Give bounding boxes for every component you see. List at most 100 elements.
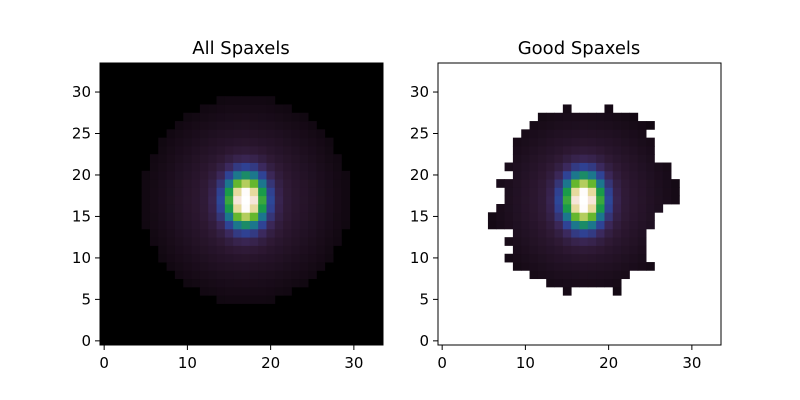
heatmap-cell: [504, 204, 514, 213]
panel-all-spaxels: All Spaxels 0 10 20 30 0 5 10 15 20 25 30: [72, 38, 384, 372]
heatmap-cell: [224, 237, 234, 246]
heatmap-cell: [266, 262, 276, 271]
heatmap-cell: [283, 145, 292, 155]
heatmap-cell: [291, 195, 301, 205]
heatmap-cell: [183, 121, 192, 130]
heatmap-cell: [537, 212, 547, 221]
heatmap-cell: [283, 228, 292, 238]
heatmap-cell: [646, 179, 655, 188]
heatmap-cell: [174, 212, 184, 221]
heatmap-cell: [596, 162, 605, 172]
heatmap-cell: [266, 129, 276, 139]
heatmap-cell: [258, 228, 267, 238]
heatmap-cell: [621, 220, 630, 230]
heatmap-cell: [224, 245, 234, 255]
heatmap-cell: [283, 237, 292, 246]
heatmap-cell: [166, 129, 176, 139]
axis-ticks: 0 10 20 30 0 5 10 15 20 25 30: [410, 83, 702, 372]
heatmap-cell: [546, 154, 555, 163]
heatmap-cell: [241, 253, 251, 263]
heatmap-cell: [629, 162, 639, 172]
heatmap-cell: [579, 112, 589, 122]
heatmap-cell: [216, 129, 226, 139]
heatmap-cell: [579, 137, 589, 147]
heatmap-cell: [504, 195, 514, 205]
heatmap-cell: [158, 195, 167, 205]
heatmap-cell: [249, 295, 259, 304]
heatmap-cell: [283, 154, 292, 163]
heatmap-cell: [571, 162, 580, 172]
heatmap-cell: [496, 204, 505, 213]
heatmap-cell: [299, 204, 309, 213]
heatmap-cell: [216, 112, 226, 122]
heatmap-cell: [291, 137, 301, 147]
heatmap-cell: [266, 179, 276, 188]
heatmap-cell: [529, 270, 539, 280]
heatmap-cell: [208, 129, 217, 139]
heatmap-cell: [646, 220, 655, 230]
heatmap-cell: [283, 179, 292, 188]
heatmap-cell: [629, 237, 639, 246]
heatmap-cell: [529, 137, 539, 147]
heatmap-cell: [316, 228, 326, 238]
heatmap-cell: [316, 262, 326, 271]
heatmap-cell: [291, 162, 301, 172]
heatmap-cell: [291, 237, 301, 246]
heatmap-cell: [241, 195, 251, 205]
heatmap-cell: [571, 179, 580, 188]
heatmap-cell: [512, 162, 522, 172]
heatmap-cell: [291, 121, 301, 130]
heatmap-cell: [291, 212, 301, 221]
heatmap-cell: [537, 237, 547, 246]
heatmap-cell: [216, 286, 226, 296]
heatmap-cell: [174, 228, 184, 238]
heatmap-cell: [233, 129, 242, 139]
heatmap-cell: [216, 253, 226, 263]
heatmap-cell: [158, 145, 167, 155]
heatmap-cell: [283, 270, 292, 280]
heatmap-cell: [283, 187, 292, 197]
heatmap-cell: [521, 212, 530, 221]
heatmap-cell: [324, 212, 334, 221]
heatmap-cell: [604, 195, 614, 205]
heatmap-cell: [224, 286, 234, 296]
heatmap-cell: [208, 228, 217, 238]
heatmap-cell: [249, 129, 259, 139]
heatmap-cell: [521, 262, 530, 271]
heatmap-cell: [587, 195, 597, 205]
heatmap-cell: [191, 220, 201, 230]
heatmap-cell: [579, 245, 589, 255]
heatmap-cell: [587, 204, 597, 213]
heatmap-cell: [504, 253, 514, 263]
heatmap-cell: [562, 286, 572, 296]
heatmap-cell: [562, 179, 572, 188]
heatmap-cell: [183, 195, 192, 205]
heatmap-cell: [291, 204, 301, 213]
heatmap-cell: [316, 237, 326, 246]
heatmap-cell: [621, 204, 630, 213]
heatmap-cell: [308, 228, 317, 238]
heatmap-cell: [324, 228, 334, 238]
x-tick-label: 30: [344, 354, 363, 372]
heatmap-cell: [233, 286, 242, 296]
heatmap-cell: [174, 129, 184, 139]
heatmap-cell: [562, 187, 572, 197]
heatmap-cell: [333, 204, 342, 213]
heatmap-cell: [629, 262, 639, 271]
heatmap-cell: [308, 220, 317, 230]
heatmap-cell: [249, 212, 259, 221]
heatmap-cell: [291, 154, 301, 163]
heatmap-cell: [571, 121, 580, 130]
heatmap-cell: [537, 253, 547, 263]
heatmap-cell: [316, 179, 326, 188]
heatmap-cell: [579, 212, 589, 221]
heatmap-cell: [166, 137, 176, 147]
heatmap-cell: [579, 179, 589, 188]
heatmap-cell: [587, 212, 597, 221]
heatmap-cell: [554, 179, 564, 188]
heatmap-cell: [621, 145, 630, 155]
heatmap-cell: [646, 162, 655, 172]
heatmap-cell: [241, 96, 251, 105]
heatmap-cell: [562, 137, 572, 147]
heatmap-cell: [266, 212, 276, 221]
